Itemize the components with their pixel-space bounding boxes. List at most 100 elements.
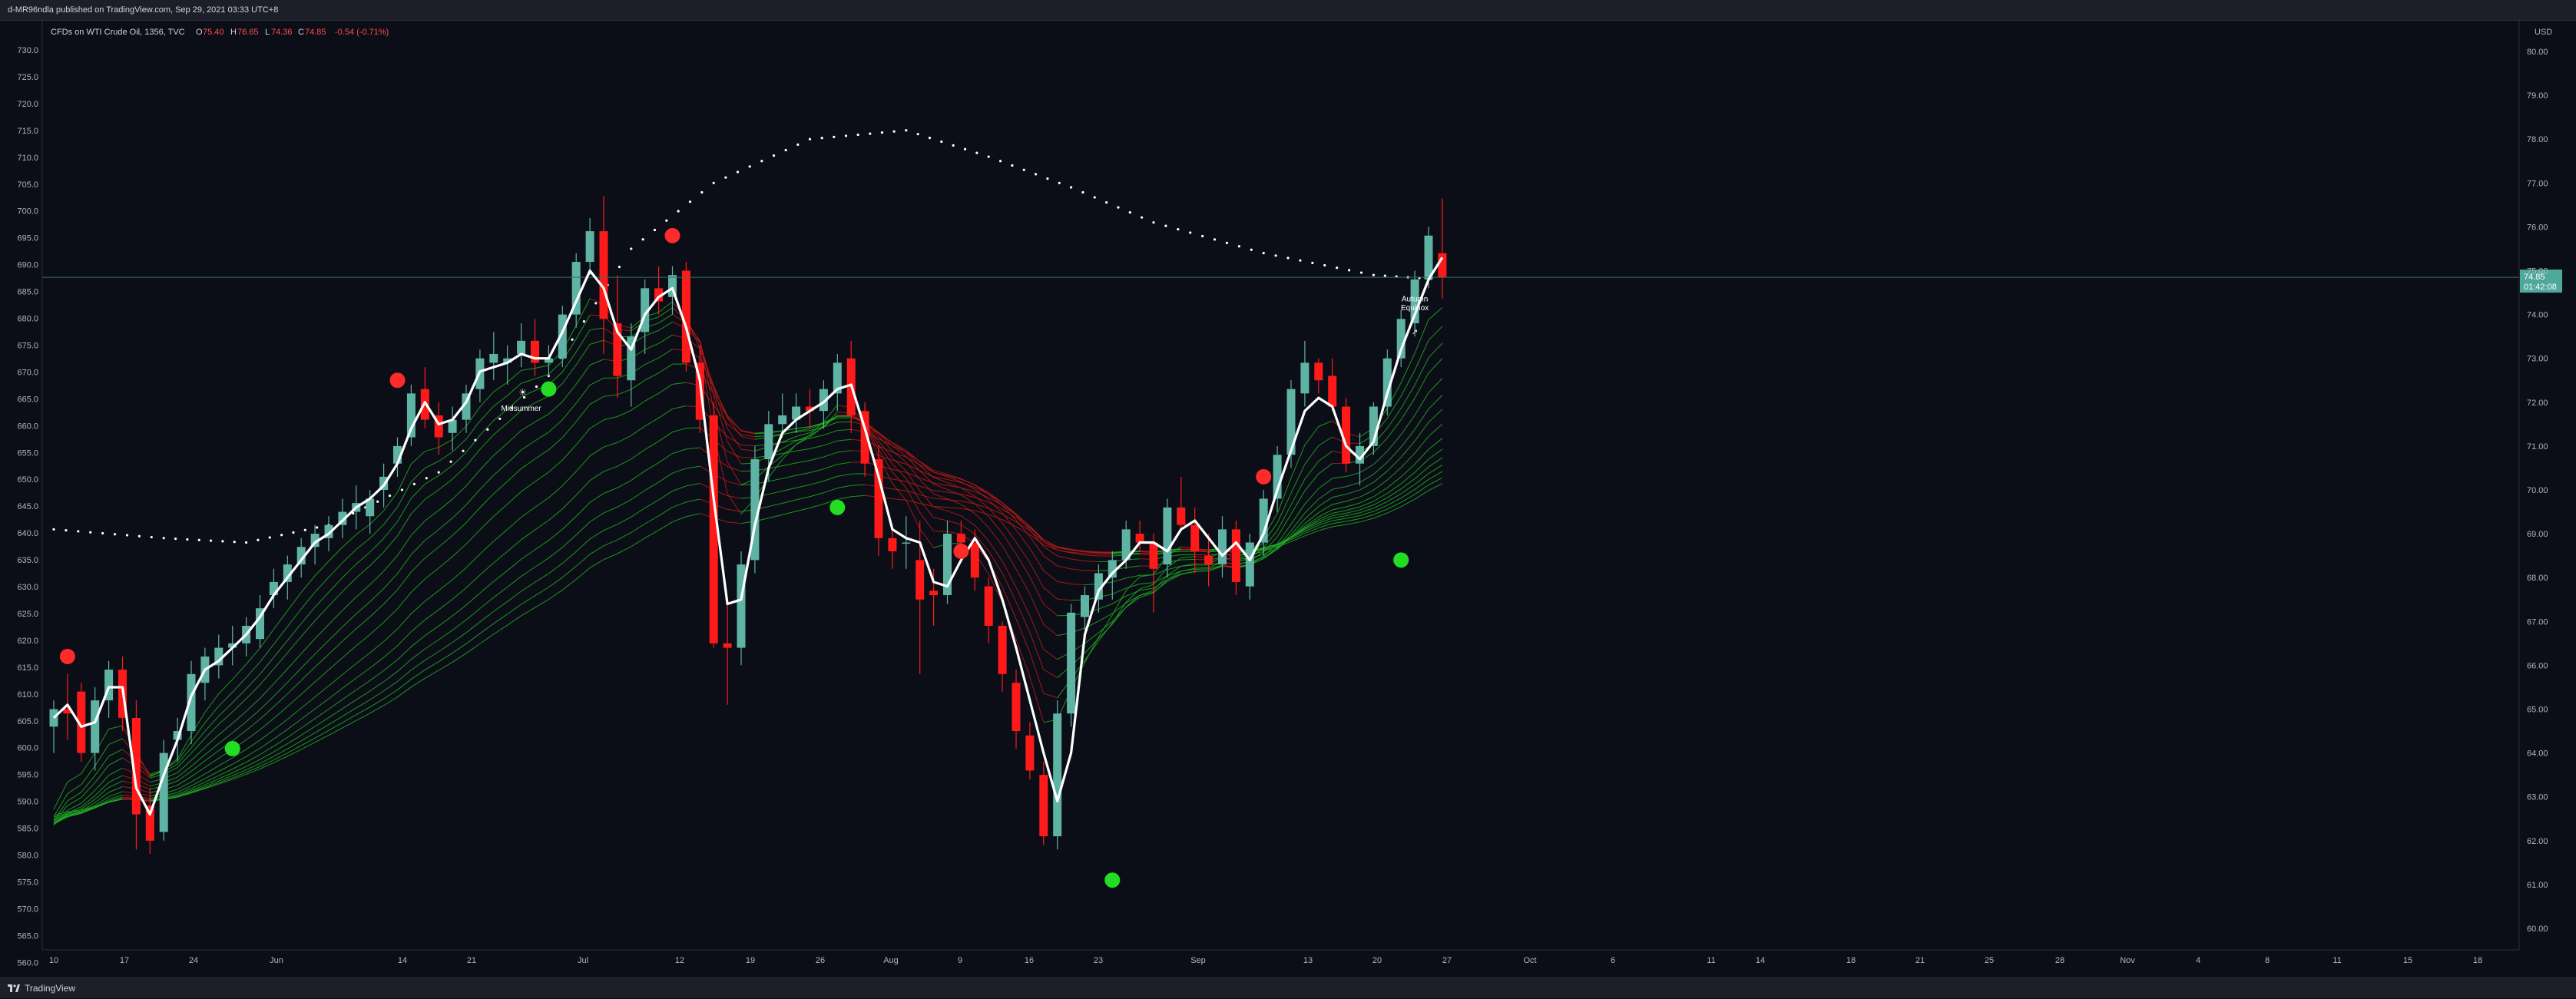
- tradingview-brand: TradingView: [25, 978, 75, 998]
- left-axis-tick-label: 665.0: [17, 395, 38, 404]
- left-axis-tick-label: 620.0: [17, 637, 38, 646]
- psar-dot: [221, 540, 223, 542]
- candle-body: [916, 560, 924, 599]
- right-axis-tick-label: 66.00: [2527, 661, 2548, 670]
- time-axis-tick-label: Jul: [578, 956, 588, 965]
- sell-signal-dot: [390, 372, 406, 388]
- psar-dot: [809, 138, 811, 141]
- psar-dot: [975, 152, 978, 154]
- psar-dot: [1299, 260, 1301, 262]
- psar-dot: [535, 385, 538, 388]
- candle-body: [902, 543, 910, 544]
- time-axis-tick-label: Jun: [270, 956, 283, 965]
- left-axis-tick-label: 560.0: [17, 958, 38, 968]
- psar-dot: [1189, 231, 1191, 233]
- psar-dot: [1035, 173, 1037, 175]
- time-axis-tick-label: 21: [1915, 956, 1925, 965]
- tradingview-logo[interactable]: TradingView: [0, 978, 75, 998]
- psar-dot: [438, 471, 440, 474]
- left-axis-tick-label: 710.0: [17, 154, 38, 163]
- psar-dot: [1336, 266, 1338, 269]
- buy-signal-dot: [225, 741, 240, 756]
- right-axis-tick-label: 78.00: [2527, 135, 2548, 144]
- candle-body: [50, 710, 58, 727]
- annotation-label: Equinox: [1401, 304, 1429, 313]
- psar-dot: [77, 530, 79, 532]
- psar-dot: [571, 339, 573, 341]
- psar-dot: [988, 155, 990, 157]
- legend-h-value: 76.65: [237, 28, 259, 37]
- psar-dot: [257, 539, 259, 541]
- publisher-text: d-MR96ndla published on TradingView.com,…: [0, 5, 278, 15]
- time-axis-tick-label: 18: [1846, 956, 1856, 965]
- psar-dot: [450, 461, 452, 463]
- psar-dot: [1094, 196, 1096, 198]
- psar-dot: [376, 501, 379, 503]
- psar-dot: [869, 132, 871, 134]
- candle-body: [600, 231, 608, 319]
- candle-body: [929, 590, 938, 595]
- psar-dot: [413, 483, 416, 485]
- time-axis-tick-label: Nov: [2120, 956, 2135, 965]
- left-axis-tick-label: 630.0: [17, 583, 38, 592]
- psar-dot: [1384, 275, 1386, 277]
- left-axis-tick-label: 675.0: [17, 341, 38, 350]
- psar-dot: [126, 534, 128, 536]
- psar-dot: [174, 538, 177, 540]
- psar-dot: [138, 535, 141, 538]
- time-axis-tick-label: Oct: [1523, 956, 1536, 965]
- psar-dot: [833, 136, 835, 138]
- psar-dot: [389, 495, 391, 497]
- left-axis-tick-label: 580.0: [17, 852, 38, 861]
- candle-body: [1150, 543, 1158, 569]
- left-axis[interactable]: 730.0725.0720.0715.0710.0705.0700.0695.0…: [17, 46, 38, 968]
- ribbon-segment: [1195, 554, 1209, 555]
- psar-dot: [210, 539, 212, 541]
- psar-dot: [304, 529, 306, 531]
- sell-signal-dot: [60, 649, 75, 664]
- right-axis-tick-label: 73.00: [2527, 355, 2548, 364]
- left-axis-tick-label: 635.0: [17, 556, 38, 565]
- legend-change: -0.54 (-0.71%): [335, 28, 389, 37]
- candle-body: [764, 424, 773, 459]
- legend-symbol: CFDs on WTI Crude Oil, 1356, TVC: [51, 28, 185, 37]
- psar-dot: [940, 141, 942, 143]
- psar-dot: [654, 229, 656, 231]
- psar-dot: [1360, 271, 1362, 273]
- legend-h-label: H: [230, 28, 237, 37]
- time-axis-tick-label: 28: [2055, 956, 2064, 965]
- psar-dot: [1286, 256, 1289, 259]
- candle-body: [1328, 376, 1336, 407]
- left-axis-tick-label: 625.0: [17, 610, 38, 619]
- right-axis-tick-label: 60.00: [2527, 925, 2548, 934]
- right-axis-tick-label: 71.00: [2527, 442, 2548, 452]
- psar-dot: [1263, 252, 1265, 254]
- time-axis-tick-label: 25: [1985, 956, 1994, 965]
- psar-dot: [1070, 186, 1072, 188]
- left-axis-tick-label: 690.0: [17, 261, 38, 270]
- candle-body: [998, 626, 1007, 674]
- psar-dot: [821, 137, 823, 139]
- legend-o-value: 75.40: [203, 28, 224, 37]
- psar-dot: [65, 529, 67, 531]
- candle-body: [586, 231, 594, 262]
- psar-dot: [1023, 169, 1025, 171]
- candle-body: [1136, 534, 1144, 542]
- psar-dot: [1250, 249, 1253, 251]
- psar-dot: [1152, 221, 1154, 223]
- psar-dot: [999, 160, 1002, 162]
- candle-body: [91, 700, 99, 753]
- psar-dot: [1275, 254, 1277, 256]
- time-axis-tick-label: 14: [398, 956, 407, 965]
- sell-signal-dot: [953, 544, 968, 559]
- psar-dot: [964, 148, 966, 151]
- left-axis-tick-label: 605.0: [17, 717, 38, 726]
- sell-signal-dot: [1256, 469, 1271, 485]
- psar-dot: [1081, 191, 1084, 194]
- psar-dot: [1046, 177, 1048, 180]
- buy-signal-dot: [829, 500, 845, 515]
- psar-dot: [1058, 182, 1061, 184]
- psar-dot: [163, 537, 165, 539]
